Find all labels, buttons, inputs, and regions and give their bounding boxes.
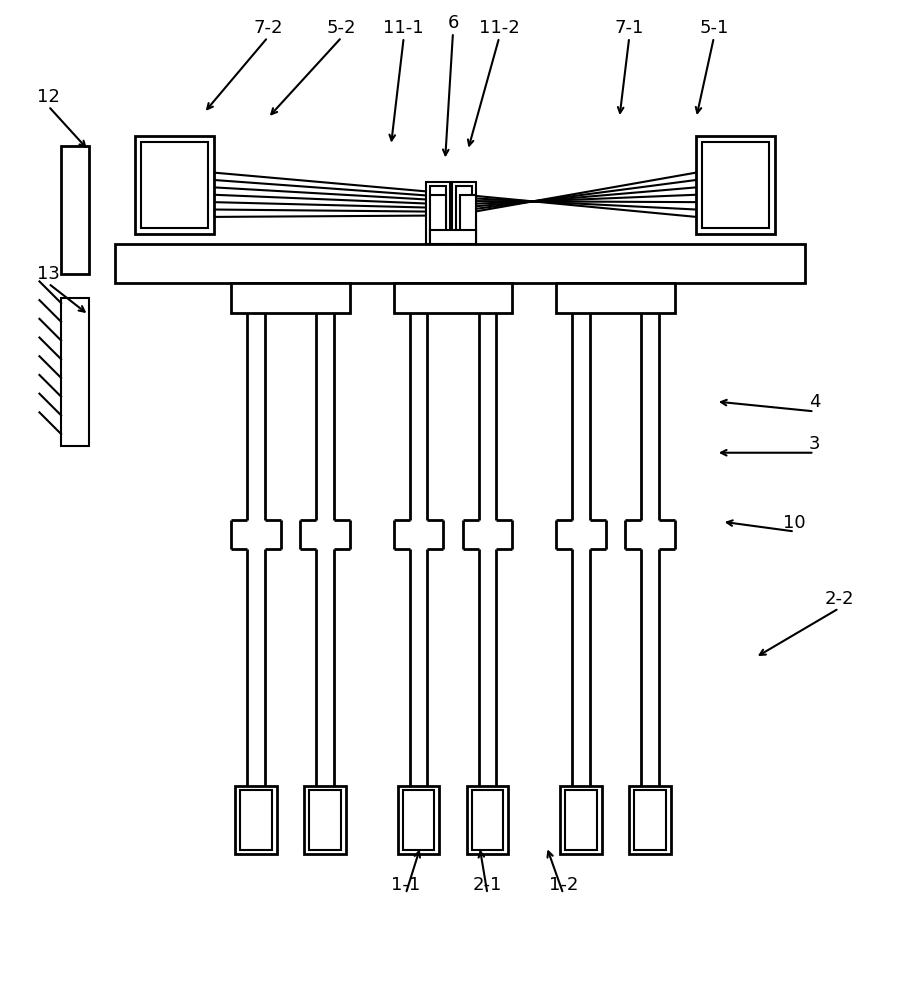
Text: 2-1: 2-1 [473, 876, 502, 894]
Bar [240, 790, 272, 850]
Bar [135, 136, 214, 234]
Text: 7-1: 7-1 [614, 19, 644, 37]
Bar [309, 790, 341, 850]
Text: 12: 12 [37, 88, 60, 106]
Bar [696, 136, 775, 234]
Text: 3: 3 [809, 435, 820, 453]
Bar [115, 244, 805, 283]
Bar [556, 283, 675, 313]
Text: 6: 6 [448, 14, 458, 32]
Bar [304, 786, 346, 854]
Bar [398, 786, 439, 854]
Bar [403, 790, 434, 850]
Bar [452, 182, 476, 244]
Bar [472, 790, 503, 850]
Text: 1-1: 1-1 [391, 876, 420, 894]
Bar [430, 230, 476, 244]
Text: 1-2: 1-2 [549, 876, 578, 894]
Bar [430, 195, 446, 244]
Bar [630, 786, 670, 854]
Bar [460, 195, 476, 244]
Text: 11-2: 11-2 [479, 19, 520, 37]
Bar [565, 790, 597, 850]
Bar [634, 790, 666, 850]
Bar [236, 786, 276, 854]
Bar [140, 142, 207, 228]
Text: 2-2: 2-2 [824, 590, 853, 608]
Bar [427, 182, 450, 244]
Bar [61, 298, 89, 446]
Text: 11-1: 11-1 [383, 19, 424, 37]
Text: 10: 10 [784, 514, 806, 532]
Bar [456, 186, 472, 240]
Bar [702, 142, 769, 228]
Bar [394, 283, 512, 313]
Bar [430, 186, 446, 240]
Text: 5-1: 5-1 [699, 19, 728, 37]
Bar [61, 146, 89, 274]
Text: 13: 13 [37, 265, 60, 283]
Text: 5-2: 5-2 [327, 19, 356, 37]
Bar [560, 786, 602, 854]
Text: 4: 4 [809, 393, 820, 411]
Text: 7-2: 7-2 [253, 19, 283, 37]
Bar [231, 283, 350, 313]
Bar [467, 786, 508, 854]
